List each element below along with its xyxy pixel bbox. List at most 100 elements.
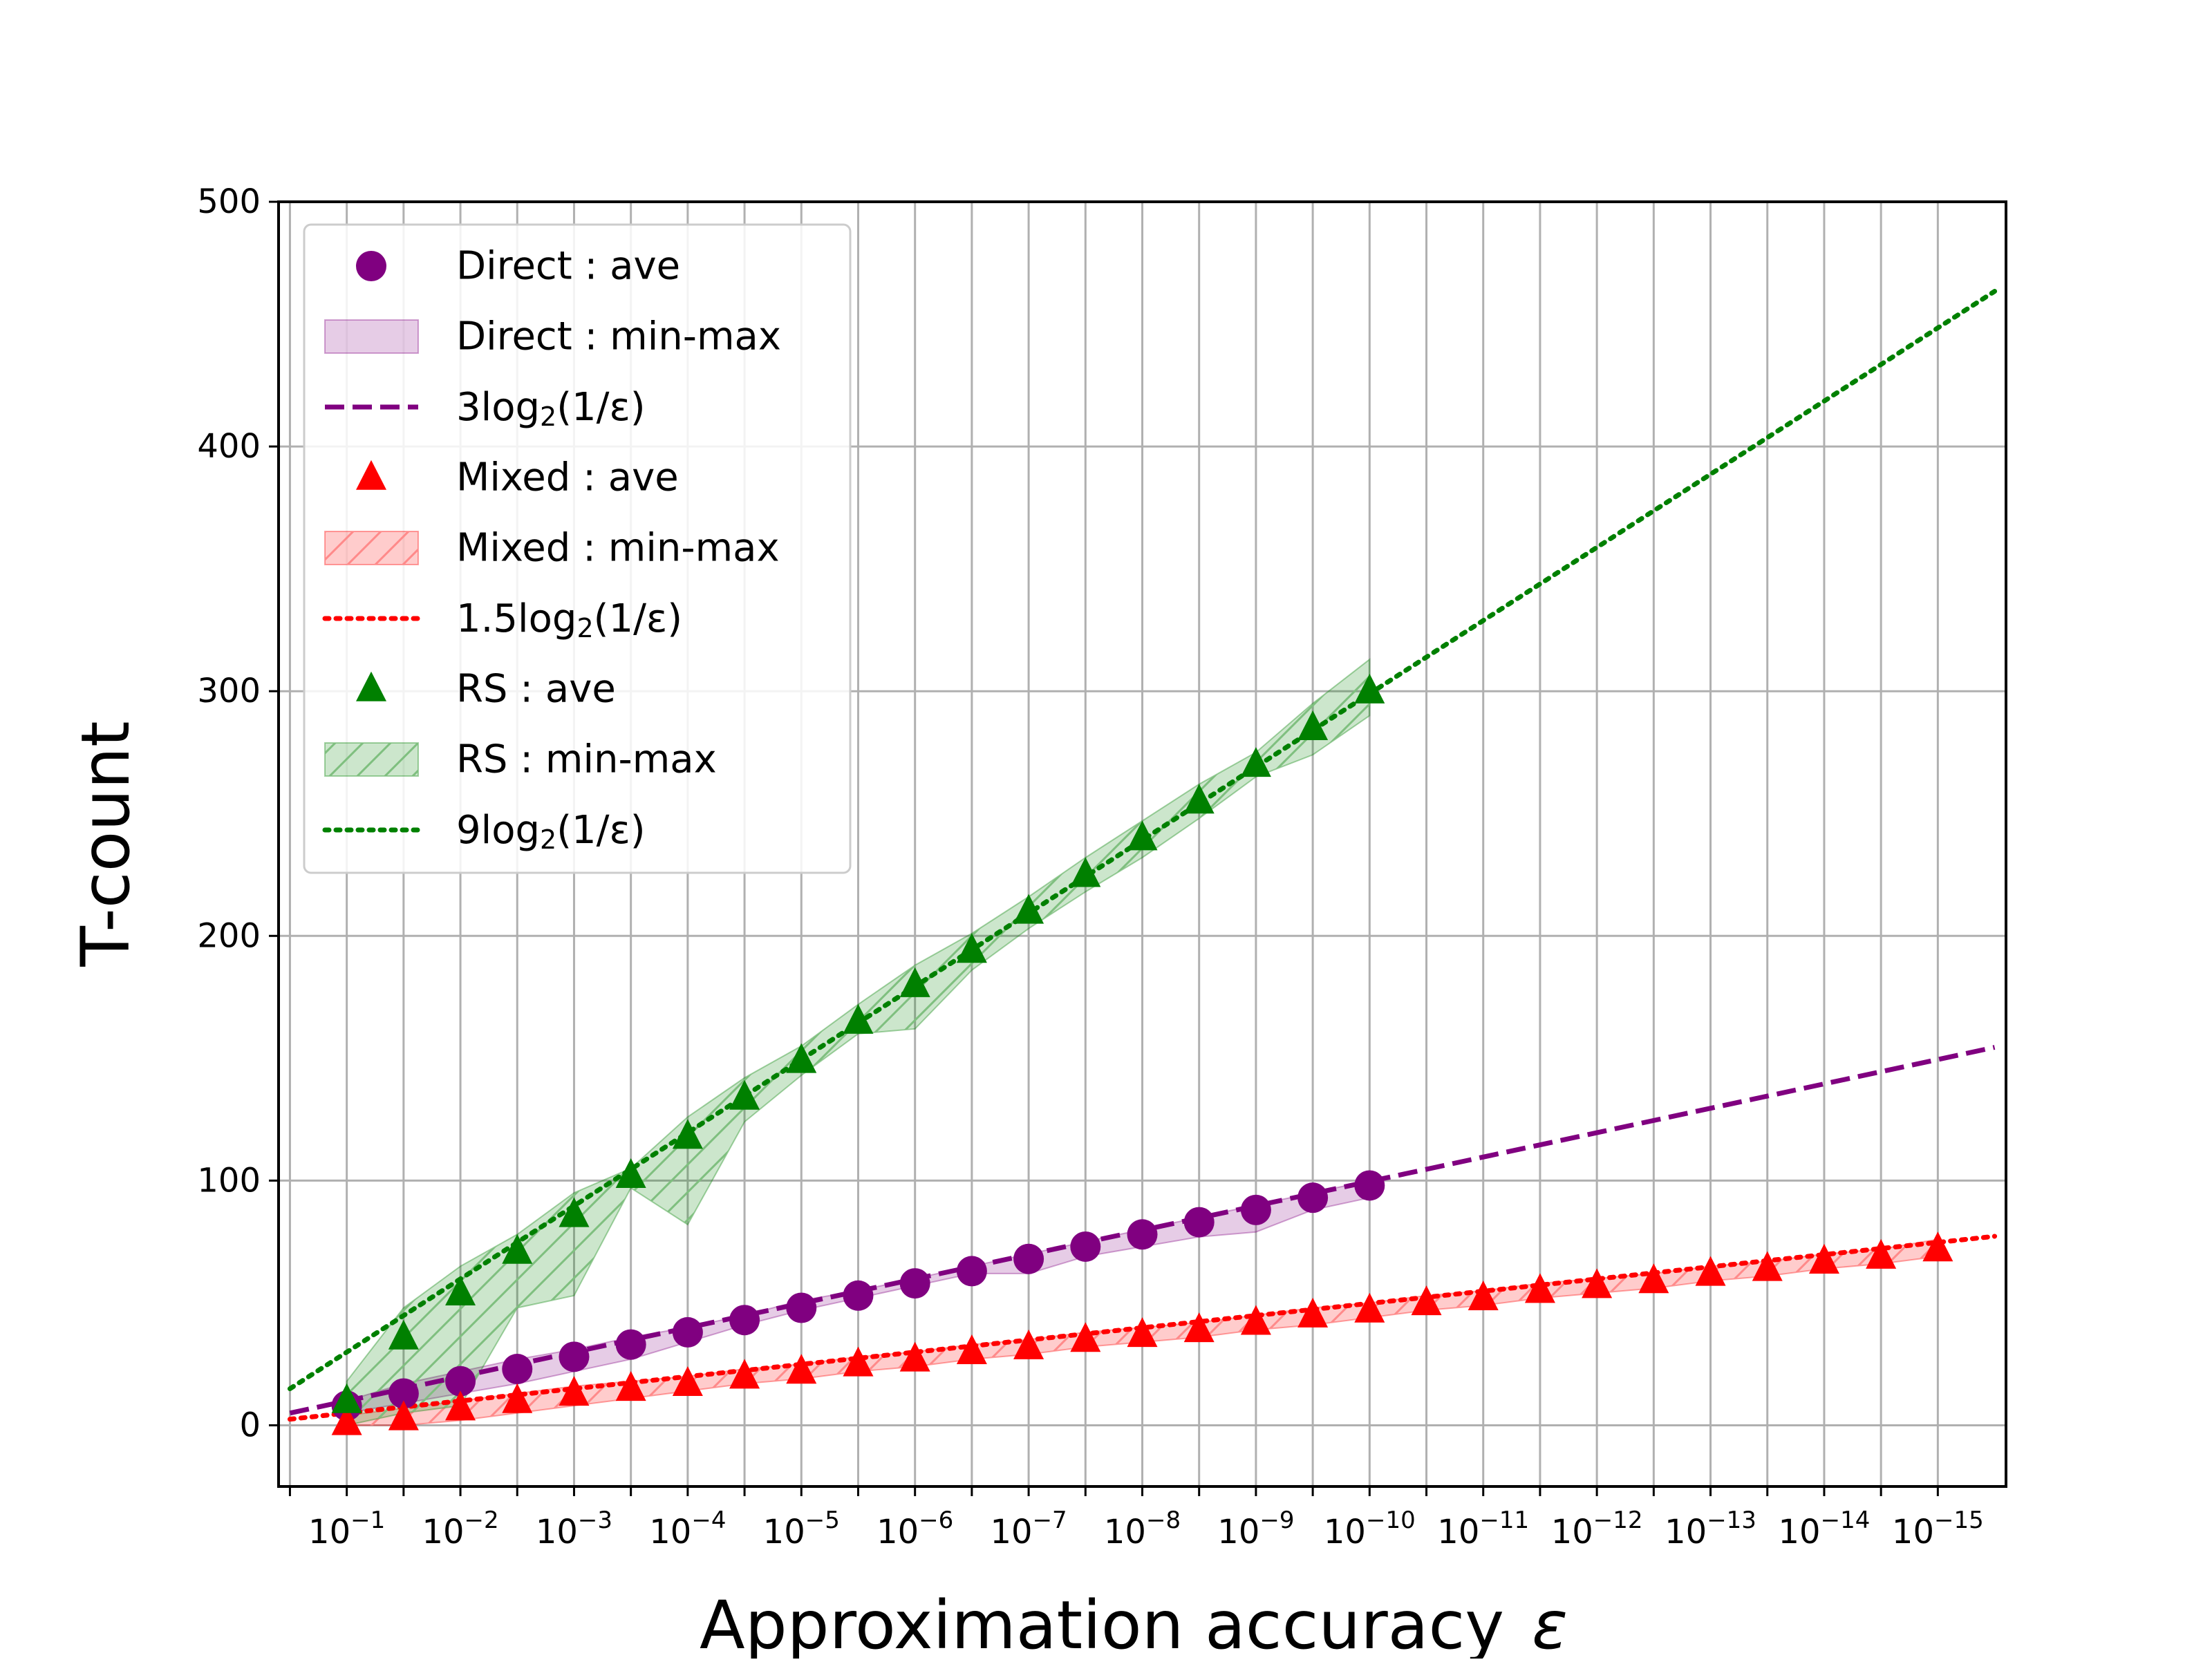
marker-rs xyxy=(1070,857,1101,887)
x-tick-label: 10−5 xyxy=(763,1507,840,1551)
marker-mixed xyxy=(1354,1292,1385,1323)
x-tick-label: 10−9 xyxy=(1217,1507,1294,1551)
marker-mixed xyxy=(1127,1317,1158,1348)
y-tick-label: 400 xyxy=(197,427,261,466)
marker-mixed xyxy=(331,1405,362,1435)
marker-mixed xyxy=(1922,1231,1953,1262)
marker-mixed xyxy=(843,1346,874,1377)
marker-rs xyxy=(559,1197,590,1227)
marker-direct xyxy=(1183,1207,1215,1238)
x-tick-label: 10−15 xyxy=(1892,1507,1984,1551)
marker-rs xyxy=(1354,673,1385,703)
marker-mixed xyxy=(1240,1305,1271,1335)
x-tick-label: 10−14 xyxy=(1779,1507,1871,1551)
legend-label: Direct : ave xyxy=(456,244,680,289)
legend-marker xyxy=(356,251,386,281)
band-hatch xyxy=(346,659,1370,1426)
legend-label: RS : ave xyxy=(456,667,616,712)
legend-band-swatch xyxy=(324,319,419,354)
marker-rs xyxy=(899,967,930,997)
y-axis-ticks: 0 100 200 300 400 500 xyxy=(197,182,279,1444)
marker-direct xyxy=(672,1316,703,1348)
marker-direct xyxy=(729,1305,760,1336)
marker-direct xyxy=(388,1378,419,1409)
y-tick-label: 200 xyxy=(197,916,261,955)
x-tick-label: 10−12 xyxy=(1551,1507,1643,1551)
x-tick-label: 10−11 xyxy=(1437,1507,1529,1551)
marker-rs xyxy=(1297,710,1329,741)
marker-direct xyxy=(615,1329,646,1360)
marker-rs xyxy=(672,1119,703,1149)
marker-rs xyxy=(615,1158,646,1189)
x-tick-label: 10−3 xyxy=(536,1507,612,1551)
x-tick-label: 10−10 xyxy=(1324,1507,1416,1551)
y-tick-label: 100 xyxy=(197,1161,261,1200)
legend-box xyxy=(303,223,852,874)
marker-direct xyxy=(445,1366,476,1397)
marker-mixed xyxy=(388,1400,419,1430)
marker-mixed xyxy=(1468,1281,1499,1311)
x-tick-label: 10−2 xyxy=(422,1507,498,1551)
marker-mixed xyxy=(729,1359,760,1389)
marker-rs xyxy=(1013,894,1044,924)
y-tick-label: 500 xyxy=(197,182,261,221)
marker-mixed xyxy=(956,1334,987,1364)
x-tick-label: 10−13 xyxy=(1665,1507,1756,1551)
marker-rs xyxy=(445,1275,476,1305)
legend-label: 1.5log2(1/ε) xyxy=(456,596,682,644)
marker-mixed xyxy=(502,1383,533,1413)
marker-direct xyxy=(899,1268,930,1299)
marker-direct xyxy=(502,1354,533,1385)
y-tick-label: 300 xyxy=(197,672,261,710)
marker-mixed xyxy=(1524,1273,1555,1303)
marker-rs xyxy=(331,1383,362,1413)
marker-mixed xyxy=(615,1371,646,1401)
x-tick-label: 10−4 xyxy=(649,1507,726,1551)
marker-mixed xyxy=(786,1354,817,1384)
marker-rs xyxy=(388,1319,419,1350)
marker-mixed xyxy=(559,1376,590,1406)
marker-mixed xyxy=(899,1341,930,1372)
marker-direct xyxy=(1127,1219,1158,1250)
marker-mixed xyxy=(1411,1285,1442,1316)
legend-label: 3log2(1/ε) xyxy=(456,385,646,433)
marker-mixed xyxy=(672,1366,703,1396)
legend-band-hatch xyxy=(325,531,418,565)
marker-rs xyxy=(729,1079,760,1110)
marker-direct xyxy=(1070,1231,1101,1262)
x-tick-label: 10−6 xyxy=(877,1507,953,1551)
marker-mixed xyxy=(445,1390,476,1421)
marker-mixed xyxy=(1297,1297,1329,1328)
marker-rs xyxy=(1240,747,1271,777)
marker-direct xyxy=(956,1256,987,1287)
marker-mixed xyxy=(1808,1243,1839,1274)
legend-marker xyxy=(356,460,386,490)
marker-rs xyxy=(1183,784,1215,814)
x-tick-label: 10−7 xyxy=(990,1507,1067,1551)
x-axis-label: Approximation accuracy ε xyxy=(700,1587,1568,1659)
marker-mixed xyxy=(1582,1268,1613,1299)
marker-rs xyxy=(502,1234,533,1264)
marker-mixed xyxy=(1638,1263,1669,1294)
marker-direct xyxy=(1240,1194,1271,1225)
marker-direct xyxy=(786,1292,817,1323)
legend-band-hatch xyxy=(325,743,418,776)
marker-mixed xyxy=(1752,1251,1783,1281)
marker-mixed xyxy=(1866,1238,1897,1269)
y-axis-label: T-count xyxy=(67,721,144,967)
marker-mixed xyxy=(1183,1312,1215,1343)
marker-direct xyxy=(559,1341,590,1372)
marker-rs xyxy=(843,1003,874,1034)
legend-label: 9log2(1/ε) xyxy=(456,808,646,856)
x-tick-label: 10−1 xyxy=(308,1507,385,1551)
marker-mixed xyxy=(1695,1256,1726,1286)
marker-rs xyxy=(786,1043,817,1073)
y-tick-label: 0 xyxy=(239,1406,261,1444)
marker-direct xyxy=(1354,1170,1385,1201)
legend-label: Mixed : min-max xyxy=(456,526,780,571)
legend-label: RS : min-max xyxy=(456,737,717,782)
marker-rs xyxy=(956,933,987,963)
legend-label: Direct : min-max xyxy=(456,314,781,359)
